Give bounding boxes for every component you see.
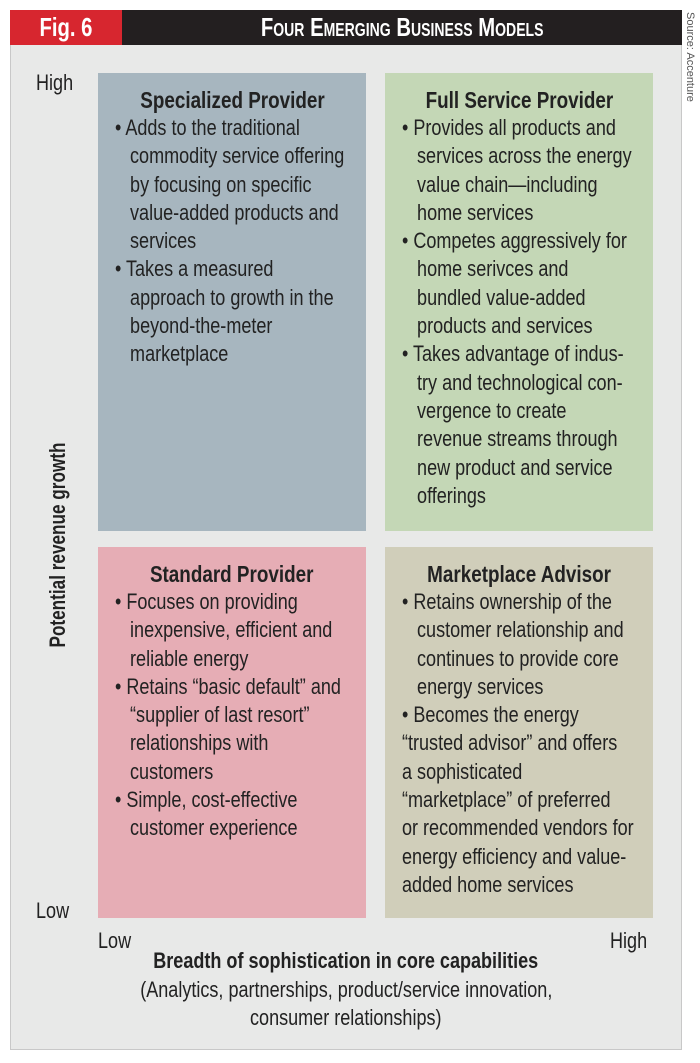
- bullet-line: bundled value-added: [402, 284, 586, 310]
- bullet-line: customers: [115, 758, 214, 784]
- bullet-line: • Adds to the traditional: [115, 115, 300, 140]
- y-low-label: Low: [36, 898, 70, 923]
- bullet-line: beyond-the-meter: [115, 313, 273, 339]
- bullet-line: energy efficiency and value-: [402, 843, 627, 869]
- bullet-line: • Competes aggressively for: [402, 228, 627, 254]
- bullet-line: relationships with: [115, 730, 269, 756]
- bullet-line: customer relationship and: [402, 617, 624, 643]
- bullet-line: • Provides all products and: [402, 115, 616, 140]
- bullet-line: • Retains ownership of the: [402, 589, 612, 614]
- quadrant-specialized-provider: Specialized Provider • Adds to the tradit…: [98, 73, 366, 531]
- x-high-label: High: [610, 928, 648, 953]
- bullet-line: • Retains “basic default” and: [115, 673, 341, 699]
- bullet-line: inexpensive, efficient and: [115, 617, 333, 643]
- bullet-line: vergence to create: [402, 397, 567, 423]
- bullet-line: new product and service: [402, 454, 613, 480]
- bullet-line: • Becomes the energy: [402, 702, 579, 728]
- quadrant-title: Standard Provider: [150, 561, 314, 587]
- x-axis-sub1: (Analytics, partnerships, product/servic…: [139, 977, 553, 1002]
- bullet-line: • Takes advantage of indus-: [402, 341, 624, 367]
- figure-title: Four Emerging Business Models: [260, 12, 544, 42]
- bullet-line: products and services: [402, 313, 593, 339]
- bullet-line: a sophisticated: [402, 758, 523, 784]
- bullet-line: try and technological con-: [402, 369, 623, 395]
- x-axis-label: Breadth of sophistication in core capabi…: [153, 948, 539, 973]
- quadrant-title: Marketplace Advisor: [427, 561, 611, 587]
- figure-header: Fig. 6 Four Emerging Business Models: [10, 10, 682, 45]
- bullet-line: energy services: [402, 673, 544, 699]
- bullet-line: revenue streams through: [402, 426, 618, 452]
- y-axis-label: Potential revenue growth: [45, 442, 70, 648]
- bullet-line: value-added products and: [115, 199, 339, 225]
- bullet-line: • Takes a measured: [115, 256, 274, 282]
- bullet-line: home serivces and: [402, 256, 569, 282]
- bullet-line: “supplier of last resort”: [115, 702, 310, 728]
- bullet-line: home services: [402, 199, 534, 225]
- bullet-line: added home services: [402, 871, 574, 897]
- x-low-label: Low: [98, 928, 132, 953]
- quadrant-title: Full Service Provider: [425, 87, 613, 113]
- bullet-line: services across the energy: [402, 143, 632, 169]
- bullet-line: continues to provide core: [402, 645, 619, 671]
- quadrant-title: Specialized Provider: [139, 87, 325, 113]
- bullet-line: by focusing on specific: [115, 171, 312, 197]
- quadrant-marketplace-advisor: Marketplace Advisor • Retains ownership o…: [385, 547, 653, 918]
- bullet-line: commodity service offering: [115, 143, 345, 169]
- bullet-line: value chain—including: [402, 171, 598, 197]
- y-high-label: High: [36, 70, 74, 95]
- bullet-line: services: [115, 228, 197, 254]
- bullet-line: • Simple, cost-effective: [115, 787, 298, 813]
- bullet-line: “trusted advisor” and offers: [402, 730, 618, 756]
- bullet-line: approach to growth in the: [115, 284, 334, 310]
- quadrant-full-service-provider: Full Service Provider • Provides all prod…: [385, 73, 653, 531]
- bullet-line: • Focuses on providing: [115, 589, 298, 614]
- bullet-line: customer experience: [115, 815, 298, 841]
- bullet-line: or recommended vendors for: [402, 815, 634, 841]
- x-axis-sub2: consumer relationships): [250, 1005, 442, 1030]
- bullet-line: “marketplace” of preferred: [402, 787, 611, 813]
- bullet-line: reliable energy: [115, 645, 249, 671]
- source-credit: Source: Accenture: [684, 12, 696, 102]
- figure-number: Fig. 6: [10, 10, 122, 45]
- bullet-line: marketplace: [115, 341, 229, 367]
- bullet-line: offerings: [402, 482, 486, 508]
- quadrant-standard-provider: Standard Provider • Focuses on providing …: [98, 547, 366, 918]
